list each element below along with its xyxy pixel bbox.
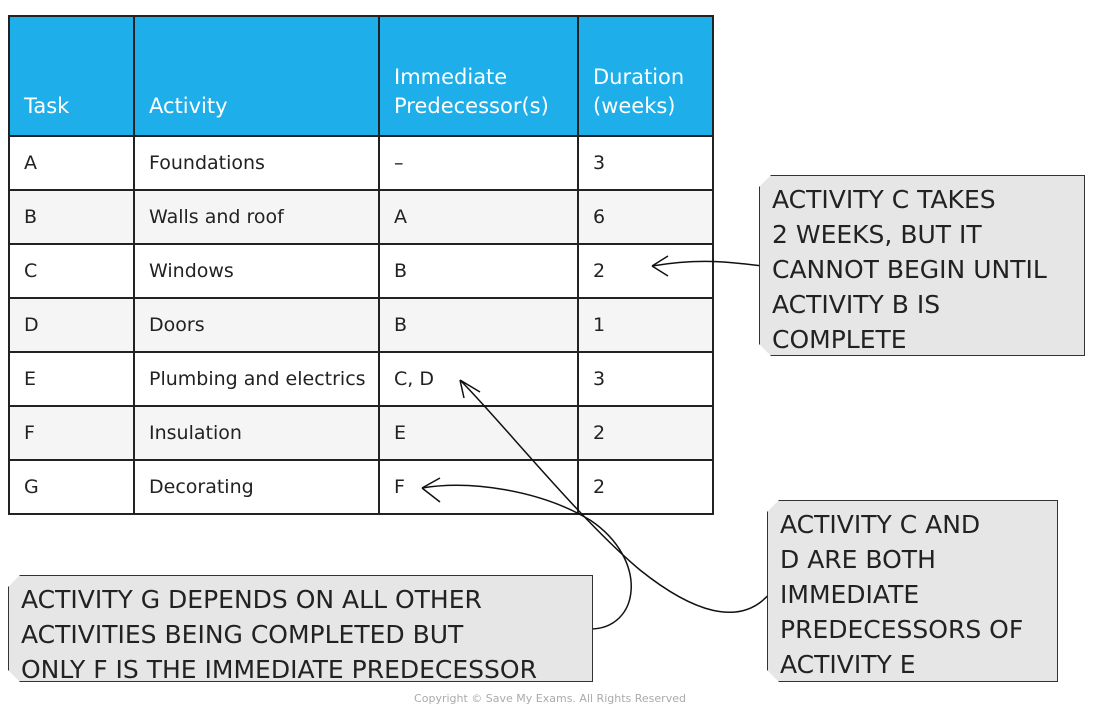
table-cell: 2 <box>577 405 714 461</box>
note-line: COMPLETE <box>772 325 907 354</box>
arrow-note-g <box>421 477 632 630</box>
table-cell: 1 <box>577 297 714 353</box>
table-cell: 3 <box>577 351 714 407</box>
table-row: F Insulation E 2 <box>8 405 714 461</box>
header-text: (weeks) <box>593 94 676 118</box>
table-cell: Insulation <box>133 405 380 461</box>
table-cell: B <box>378 243 579 299</box>
note-line: ONLY F IS THE IMMEDIATE PREDECESSOR <box>21 655 537 684</box>
note-activity-e: ACTIVITY C AND D ARE BOTH IMMEDIATE PREDECE… <box>767 500 1058 682</box>
table-cell: Windows <box>133 243 380 299</box>
note-line: D ARE BOTH <box>780 545 936 574</box>
header-task: Task <box>8 15 135 137</box>
table-cell: E <box>8 351 135 407</box>
note-activity-g: ACTIVITY G DEPENDS ON ALL OTHER ACTIVITIE… <box>8 575 593 682</box>
table-cell: Plumbing and electrics <box>133 351 380 407</box>
table-cell: 2 <box>577 243 714 299</box>
table-cell: 2 <box>577 459 714 515</box>
table-row: B Walls and roof A 6 <box>8 189 714 245</box>
note-line: ACTIVITY C TAKES <box>772 185 996 214</box>
note-activity-c: ACTIVITY C TAKES 2 WEEKS, BUT IT CANNOT BE… <box>759 175 1085 356</box>
note-line: CANNOT BEGIN UNTIL <box>772 255 1047 284</box>
table-row: C Windows B 2 <box>8 243 714 299</box>
header-text: Immediate <box>394 65 508 89</box>
header-predecessors: Immediate Predecessor(s) <box>378 15 579 137</box>
table-cell: 6 <box>577 189 714 245</box>
table-cell: – <box>378 135 579 191</box>
precedence-table: Task Activity Immediate Predecessor(s) Du… <box>8 15 714 515</box>
table-cell: Foundations <box>133 135 380 191</box>
note-line: ACTIVITY C AND <box>780 510 981 539</box>
copyright: Copyright © Save My Exams. All Rights Re… <box>414 692 686 705</box>
arrow-note-e <box>459 379 772 614</box>
header-text: Duration <box>593 65 685 89</box>
table-row: A Foundations –3 <box>8 135 714 191</box>
table-cell: A <box>8 135 135 191</box>
table-cell: Doors <box>133 297 380 353</box>
note-line: 2 WEEKS, BUT IT <box>772 220 982 249</box>
note-line: ACTIVITY E <box>780 650 916 679</box>
header-text: Task <box>24 94 70 118</box>
table-row: G Decorating F 2 <box>8 459 714 515</box>
table-cell: B <box>8 189 135 245</box>
header-text: Predecessor(s) <box>394 94 549 118</box>
arrow-note-c <box>651 255 764 277</box>
table-cell: F <box>8 405 135 461</box>
table-cell: 3 <box>577 135 714 191</box>
note-line: ACTIVITIES BEING COMPLETED BUT <box>21 620 464 649</box>
note-line: IMMEDIATE <box>780 580 920 609</box>
table-cell: Decorating <box>133 459 380 515</box>
header-text: Activity <box>149 94 228 118</box>
note-line: ACTIVITY B IS <box>772 290 941 319</box>
note-line: ACTIVITY G DEPENDS ON ALL OTHER <box>21 585 482 614</box>
table-cell: E <box>378 405 579 461</box>
header-activity: Activity <box>133 15 380 137</box>
header-duration: Duration (weeks) <box>577 15 714 137</box>
table-cell: A <box>378 189 579 245</box>
header-row: Task Activity Immediate Predecessor(s) Du… <box>8 15 714 137</box>
table-cell: Walls and roof <box>133 189 380 245</box>
table-cell: D <box>8 297 135 353</box>
table-cell: C, D <box>378 351 579 407</box>
table-row: D Doors B 1 <box>8 297 714 353</box>
note-line: PREDECESSORS OF <box>780 615 1024 644</box>
table-cell: F <box>378 459 579 515</box>
table-cell: C <box>8 243 135 299</box>
table-cell: B <box>378 297 579 353</box>
table-cell: G <box>8 459 135 515</box>
